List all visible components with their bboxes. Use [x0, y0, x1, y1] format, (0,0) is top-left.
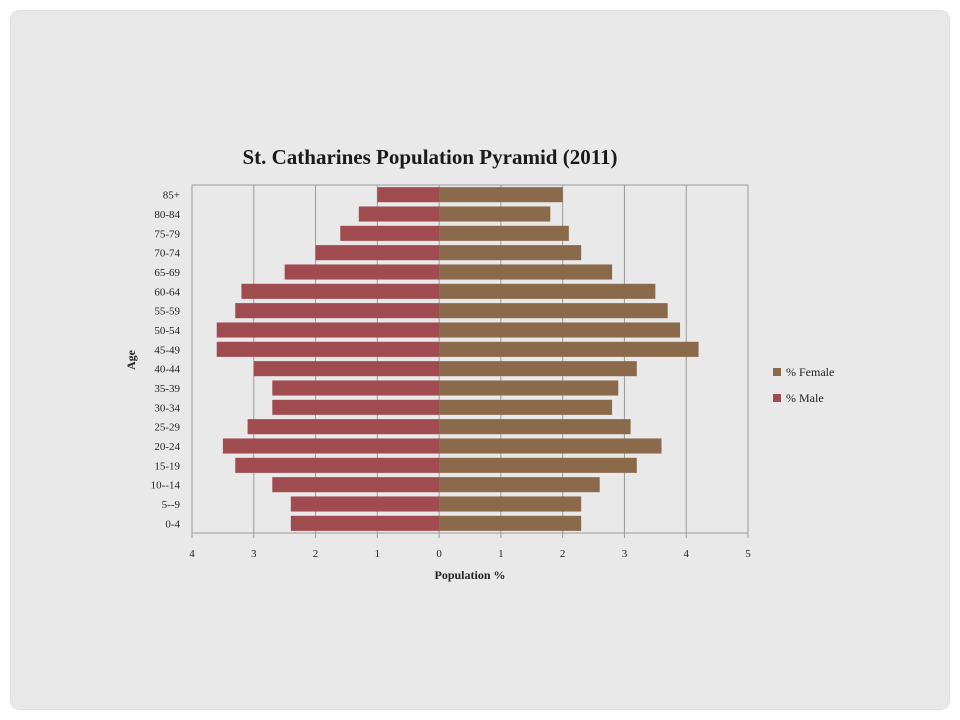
- y-tick-label: 75-79: [154, 228, 180, 240]
- bar-female: [439, 361, 637, 377]
- bar-male: [290, 515, 440, 531]
- bar-male: [272, 477, 440, 493]
- y-tick-label: 5--9: [162, 499, 181, 511]
- legend-label: % Female: [786, 365, 834, 379]
- y-tick-label: 15-19: [154, 460, 180, 472]
- bar-female: [439, 457, 637, 473]
- x-tick-label: 5: [745, 548, 751, 560]
- bar-female: [439, 380, 619, 396]
- bar-male: [247, 419, 440, 435]
- bar-male: [272, 399, 440, 415]
- bar-female: [439, 515, 582, 531]
- bar-female: [439, 264, 613, 280]
- bar-male: [272, 380, 440, 396]
- bar-male: [315, 245, 440, 261]
- bar-male: [253, 361, 440, 377]
- bar-female: [439, 419, 631, 435]
- y-tick-label: 65-69: [154, 267, 180, 279]
- x-tick-label: 1: [498, 548, 504, 560]
- y-tick-label: 55-59: [154, 306, 180, 318]
- bar-female: [439, 477, 600, 493]
- x-tick-label: 4: [683, 548, 689, 560]
- bar-female: [439, 399, 613, 415]
- slide-background: [10, 10, 950, 710]
- x-tick-label: 4: [189, 548, 195, 560]
- bar-male: [216, 341, 440, 357]
- legend-swatch: [773, 394, 781, 402]
- x-tick-label: 2: [313, 548, 319, 560]
- bar-male: [235, 303, 440, 319]
- bar-female: [439, 187, 563, 203]
- y-tick-label: 20-24: [154, 441, 180, 453]
- y-tick-label: 70-74: [154, 248, 180, 260]
- plot-area-frame: [191, 184, 749, 534]
- bar-female: [439, 283, 656, 299]
- y-tick-label: 25-29: [154, 422, 180, 434]
- bar-male: [358, 206, 440, 222]
- y-tick-label: 50-54: [154, 325, 180, 337]
- y-tick-label: 10--14: [151, 480, 181, 492]
- bar-male: [284, 264, 440, 280]
- y-axis-title: Age: [124, 349, 138, 370]
- y-tick-label: 30-34: [154, 402, 180, 414]
- x-tick-label: 0: [436, 548, 442, 560]
- bar-male: [340, 225, 440, 241]
- bar-male: [377, 187, 440, 203]
- y-tick-label: 35-39: [154, 383, 180, 395]
- legend-swatch: [773, 368, 781, 376]
- y-tick-label: 40-44: [154, 364, 180, 376]
- legend-label: % Male: [786, 391, 824, 405]
- bar-female: [439, 341, 699, 357]
- y-tick-label: 0-4: [165, 518, 180, 530]
- x-tick-label: 3: [622, 548, 628, 560]
- y-tick-label: 80-84: [154, 209, 180, 221]
- y-tick-label: 45-49: [154, 344, 180, 356]
- bar-male: [216, 322, 440, 338]
- bar-female: [439, 496, 582, 512]
- bar-male: [235, 457, 440, 473]
- chart-title: St. Catharines Population Pyramid (2011): [242, 145, 618, 169]
- bar-female: [439, 322, 681, 338]
- y-tick-label: 85+: [163, 190, 180, 202]
- bar-female: [439, 438, 662, 454]
- x-axis-title: Population %: [434, 568, 505, 582]
- x-tick-label: 3: [251, 548, 257, 560]
- x-tick-label: 2: [560, 548, 566, 560]
- bar-female: [439, 206, 551, 222]
- bar-female: [439, 303, 668, 319]
- y-tick-label: 60-64: [154, 286, 180, 298]
- bar-male: [241, 283, 440, 299]
- bar-male: [290, 496, 440, 512]
- x-tick-label: 1: [375, 548, 381, 560]
- bar-male: [222, 438, 440, 454]
- bar-female: [439, 225, 569, 241]
- bar-female: [439, 245, 582, 261]
